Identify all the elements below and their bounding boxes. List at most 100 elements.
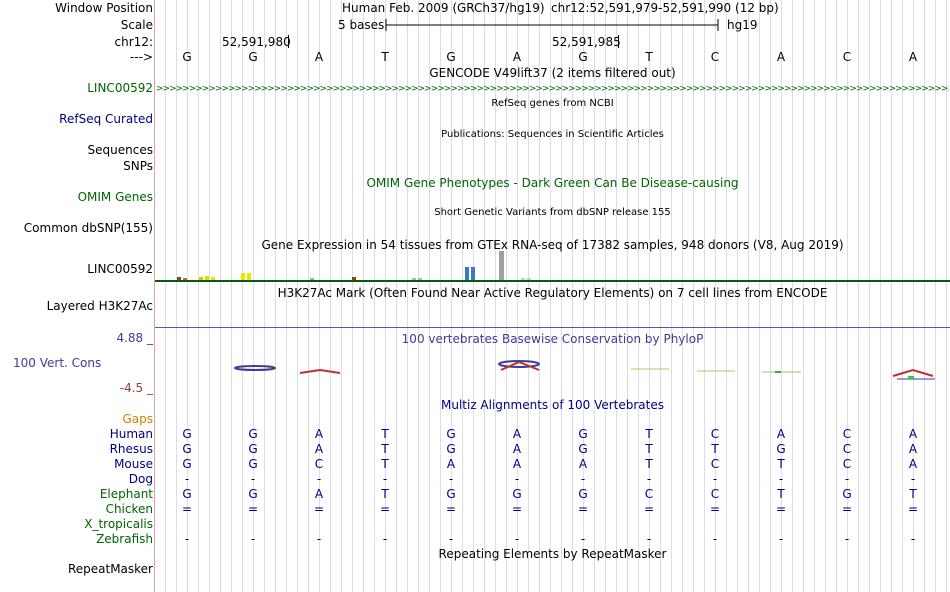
- alignment-base: G: [248, 487, 258, 501]
- alignment-base: =: [313, 502, 325, 516]
- dbsnp-track-label[interactable]: Common dbSNP(155): [23, 221, 153, 235]
- guide-line: [286, 0, 287, 592]
- guide-line: [715, 0, 716, 592]
- alignment-base: C: [710, 487, 720, 501]
- gtex-bar: [177, 277, 181, 280]
- guide-line: [374, 0, 375, 592]
- alignment-base: =: [445, 502, 457, 516]
- alignment-base: G: [578, 487, 588, 501]
- species-label-elephant[interactable]: Elephant: [99, 487, 153, 501]
- species-label-mouse[interactable]: Mouse: [114, 457, 153, 471]
- species-label-rhesus[interactable]: Rhesus: [109, 442, 153, 456]
- gtex-bar: [199, 277, 203, 280]
- guide-line: [770, 0, 771, 592]
- gencode-track-label[interactable]: LINC00592: [87, 81, 153, 95]
- alignment-base: T: [777, 457, 785, 471]
- alignment-base: =: [775, 502, 787, 516]
- guide-line: [935, 0, 936, 592]
- h3k27ac-top-bar: [155, 280, 950, 282]
- coord-right: 52,591,985: [552, 35, 621, 49]
- repeatmasker-track-label[interactable]: RepeatMasker: [67, 562, 153, 576]
- alignment-base: A: [908, 457, 918, 471]
- phylop-track-title: 100 vertebrates Basewise Conservation by…: [401, 332, 704, 346]
- alignment-base: G: [578, 442, 588, 456]
- snps-track-label[interactable]: SNPs: [123, 159, 153, 173]
- alignment-base: C: [842, 442, 852, 456]
- alignment-base: C: [644, 487, 654, 501]
- alignment-base: =: [181, 502, 193, 516]
- alignment-base: G: [446, 442, 456, 456]
- guide-line: [858, 0, 859, 592]
- dbsnp-track-title: Short Genetic Variants from dbSNP releas…: [434, 207, 671, 218]
- guide-line: [748, 0, 749, 592]
- alignment-base: -: [910, 472, 916, 486]
- alignment-base: T: [777, 487, 785, 501]
- guide-line: [451, 0, 452, 592]
- sequences-track-label[interactable]: Sequences: [87, 143, 153, 157]
- reference-base: G: [446, 50, 456, 64]
- alignment-base: C: [842, 457, 852, 471]
- gtex-track-label[interactable]: LINC00592: [87, 262, 153, 276]
- h3k27ac-track-label[interactable]: Layered H3K27Ac: [46, 299, 153, 313]
- phylop-track-label[interactable]: 100 Vert. Cons: [13, 356, 102, 370]
- gtex-bar: [241, 273, 245, 280]
- alignment-base: -: [316, 532, 322, 546]
- reference-base: C: [710, 50, 720, 64]
- alignment-base: A: [578, 457, 588, 471]
- guide-line: [209, 0, 210, 592]
- gtex-expression-bars[interactable]: [155, 248, 950, 281]
- refseq-track-label[interactable]: RefSeq Curated: [59, 112, 153, 126]
- guide-line: [165, 0, 166, 592]
- gtex-bar: [310, 278, 314, 280]
- coord-right-tick: [618, 35, 619, 48]
- guide-line: [594, 0, 595, 592]
- guide-line: [572, 0, 573, 592]
- guide-line: [517, 0, 518, 592]
- gaps-label[interactable]: Gaps: [122, 412, 153, 426]
- phylop-max-label: 4.88 _: [116, 331, 153, 345]
- alignment-base: =: [643, 502, 655, 516]
- species-label-x_tropicalis[interactable]: X_tropicalis: [84, 517, 153, 531]
- alignment-base: A: [446, 457, 456, 471]
- chr-label: chr12:: [114, 35, 153, 49]
- alignment-base: C: [842, 427, 852, 441]
- alignment-base: T: [381, 457, 389, 471]
- gencode-gene-feature[interactable]: >>>>>>>>>>>>>>>>>>>>>>>>>>>>>>>>>>>>>>>>…: [156, 84, 949, 94]
- species-label-zebrafish[interactable]: Zebrafish: [96, 532, 153, 546]
- omim-track-label[interactable]: OMIM Genes: [77, 190, 153, 204]
- strand-label: --->: [129, 50, 153, 64]
- repeatmasker-track-title: Repeating Elements by RepeatMasker: [438, 547, 667, 561]
- guide-line: [418, 0, 419, 592]
- alignment-base: -: [184, 532, 190, 546]
- gtex-bar: [471, 267, 475, 280]
- alignment-base: T: [711, 442, 719, 456]
- reference-base: T: [381, 50, 389, 64]
- phylop-wiggle[interactable]: [155, 358, 950, 382]
- alignment-base: T: [645, 457, 653, 471]
- guide-line: [671, 0, 672, 592]
- alignment-base: =: [709, 502, 721, 516]
- alignment-base: =: [577, 502, 589, 516]
- reference-base: A: [314, 50, 324, 64]
- alignment-base: G: [248, 427, 258, 441]
- gtex-bar: [352, 277, 356, 280]
- guide-line: [583, 0, 584, 592]
- gtex-track-title: Gene Expression in 54 tissues from GTEx …: [261, 238, 844, 252]
- guide-line: [396, 0, 397, 592]
- guide-line: [308, 0, 309, 592]
- species-label-dog[interactable]: Dog: [128, 472, 153, 486]
- scale-bar: [385, 19, 719, 31]
- gtex-bar: [412, 278, 416, 280]
- alignment-base: -: [448, 472, 454, 486]
- species-label-human[interactable]: Human: [109, 427, 153, 441]
- guide-line: [649, 0, 650, 592]
- guide-line: [924, 0, 925, 592]
- guide-line: [825, 0, 826, 592]
- alignment-base: G: [182, 457, 192, 471]
- guide-line: [363, 0, 364, 592]
- scale-text: 5 bases: [338, 18, 385, 32]
- alignment-base: G: [248, 457, 258, 471]
- guide-line: [473, 0, 474, 592]
- species-label-chicken[interactable]: Chicken: [105, 502, 153, 516]
